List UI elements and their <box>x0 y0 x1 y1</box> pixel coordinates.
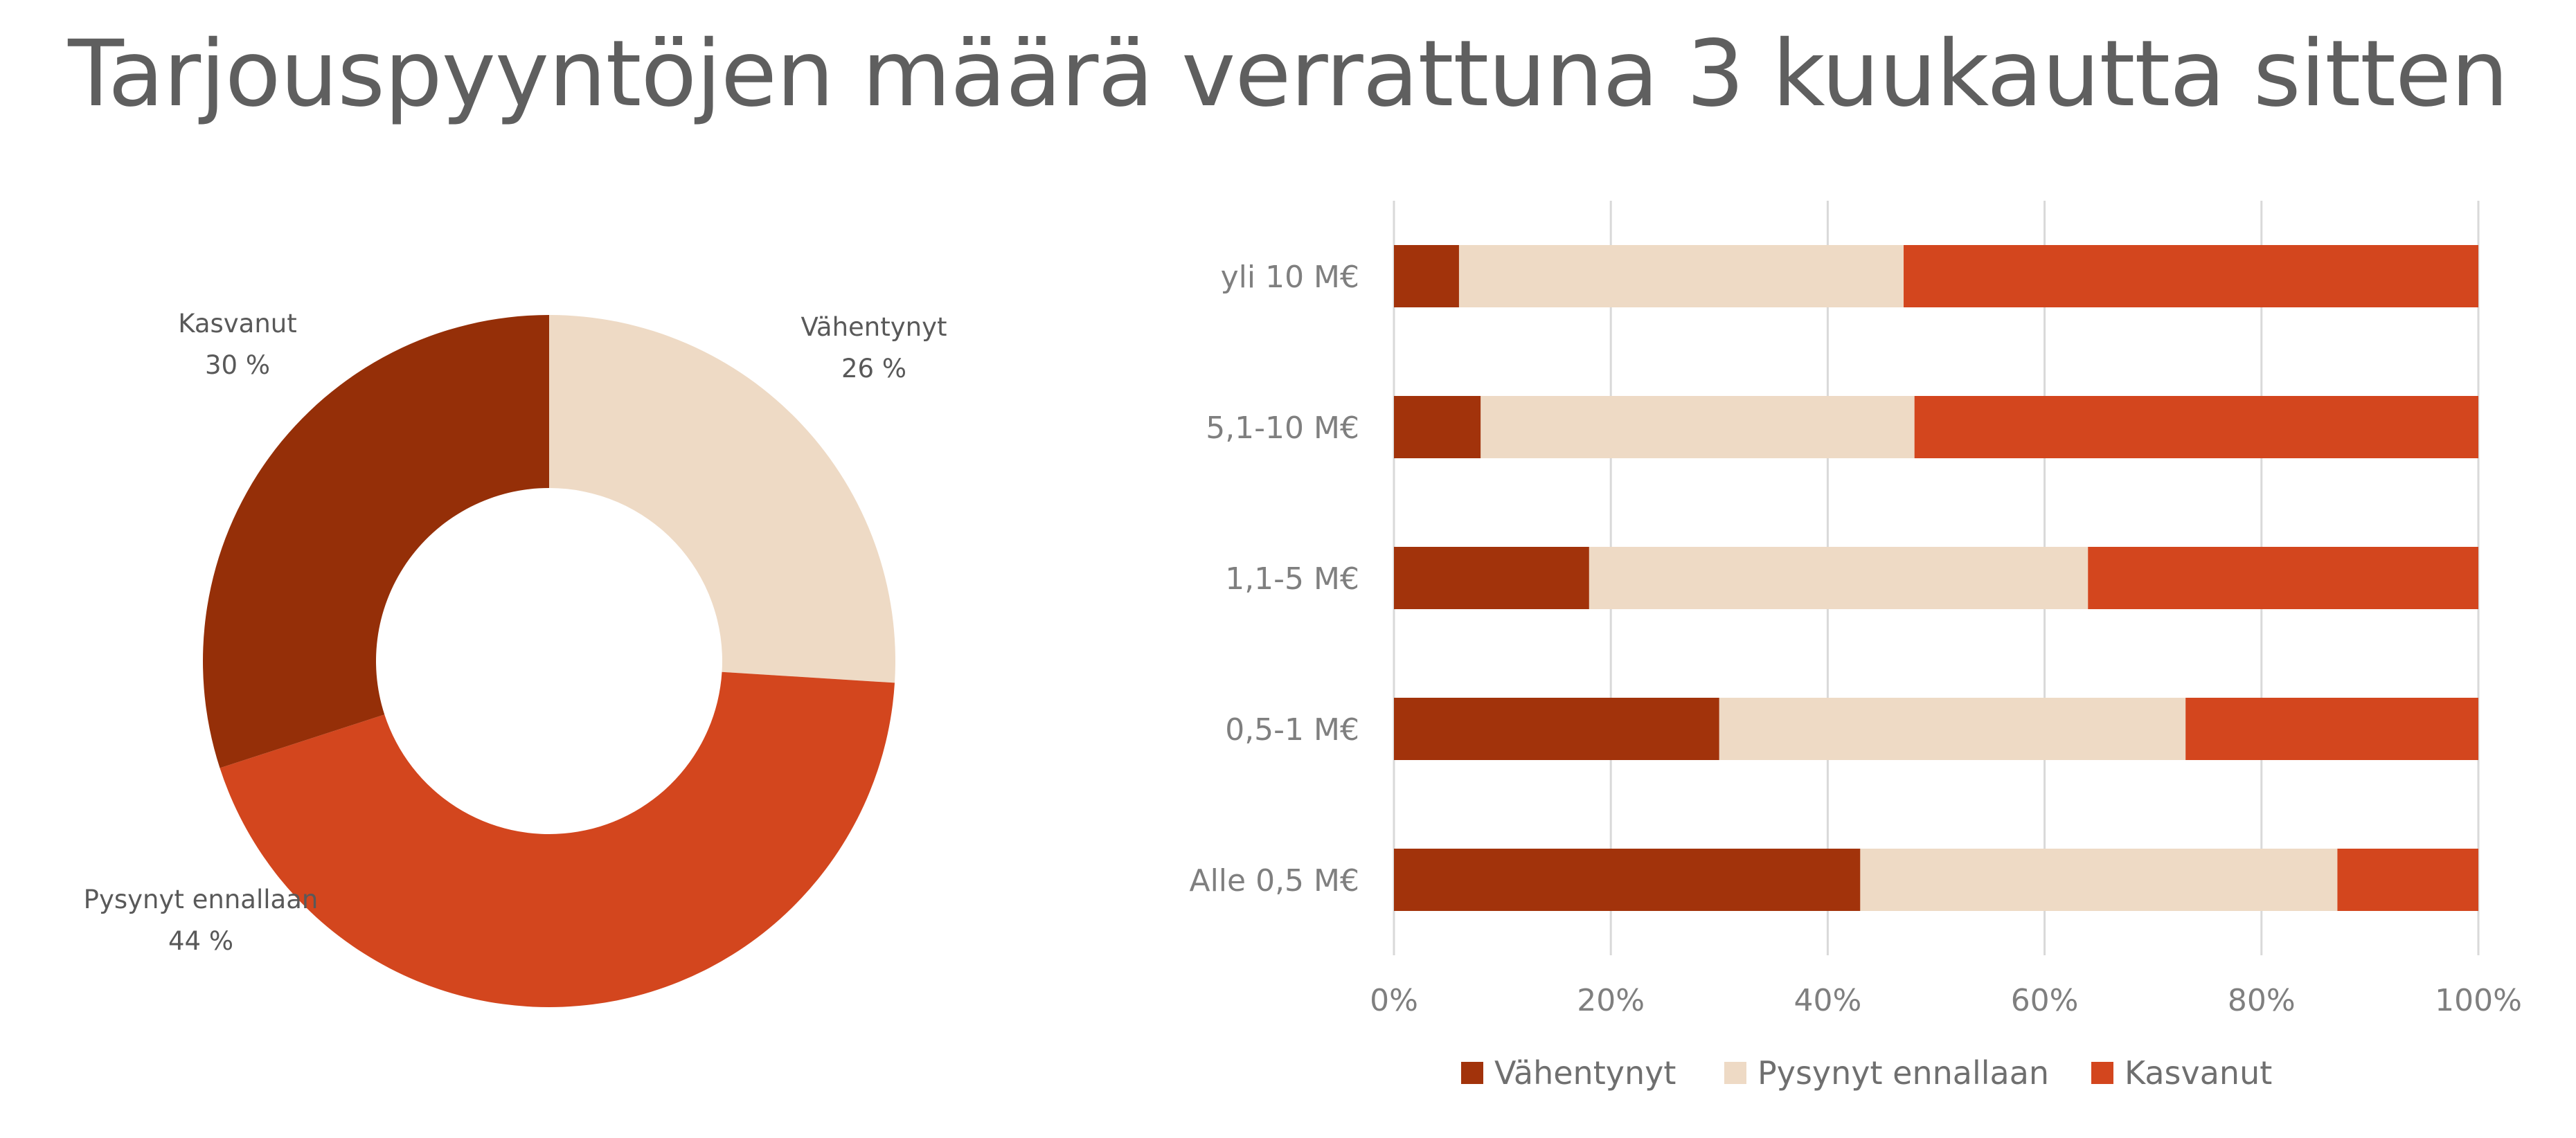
bar-pysynyt-ennallaan-yli-10-m <box>1458 245 1904 307</box>
bar-vahentynyt-0-5-1-m <box>1394 698 1719 760</box>
x-tick-label: 0% <box>1370 983 1418 1018</box>
donut-slice-kasvanut <box>202 315 549 768</box>
y-tick-label: 5,1-10 M€ <box>1206 410 1359 446</box>
x-tick-label: 100% <box>2435 983 2522 1018</box>
donut-label-vahentynyt: Vähentynyt <box>800 312 947 342</box>
bar-vahentynyt-1-1-5-m <box>1394 547 1589 609</box>
x-tick-label: 20% <box>1577 983 1645 1018</box>
donut-label-pysynyt-ennallaan: Pysynyt ennallaan <box>84 885 319 914</box>
bar-pysynyt-ennallaan-alle-0-5-m <box>1860 849 2338 911</box>
bar-vahentynyt-alle-0-5-m <box>1394 849 1861 911</box>
donut-slice-pysynyt-ennallaan <box>220 671 895 1008</box>
y-tick-label: yli 10 M€ <box>1221 260 1359 295</box>
legend-swatch-pysynyt-ennallaan <box>1724 1062 1746 1084</box>
chart-title: Tarjouspyyntöjen määrä verrattuna 3 kuuk… <box>68 21 2509 127</box>
bar-pysynyt-ennallaan-1-1-5-m <box>1589 547 2088 609</box>
y-tick-label: Alle 0,5 M€ <box>1189 863 1359 898</box>
bar-pysynyt-ennallaan-5-1-10-m <box>1481 396 1915 458</box>
bar-kasvanut-yli-10-m <box>1904 245 2478 307</box>
donut-value-vahentynyt: 26 % <box>841 354 906 383</box>
legend-swatch-vahentynyt <box>1461 1062 1483 1084</box>
donut-slice-vahentynyt <box>549 315 895 683</box>
legend-swatch-kasvanut <box>2091 1062 2113 1084</box>
donut-chart: Vähentynyt 26 % Pysynyt ennallaan 44 % Kasva… <box>84 309 947 1008</box>
bar-kasvanut-alle-0-5-m <box>2337 849 2478 911</box>
donut-label-kasvanut: Kasvanut <box>178 309 297 338</box>
bar-vahentynyt-5-1-10-m <box>1394 396 1481 458</box>
legend-label-kasvanut: Kasvanut <box>2125 1054 2272 1092</box>
bar-pysynyt-ennallaan-0-5-1-m <box>1719 698 2186 760</box>
donut-value-kasvanut: 30 % <box>205 350 270 380</box>
legend-label-vahentynyt: Vähentynyt <box>1494 1054 1676 1092</box>
x-tick-label: 60% <box>2011 983 2079 1018</box>
y-tick-label: 0,5-1 M€ <box>1225 712 1359 748</box>
bar-kasvanut-5-1-10-m <box>1914 396 2478 458</box>
bar-kasvanut-1-1-5-m <box>2088 547 2478 609</box>
y-tick-label: 1,1-5 M€ <box>1225 561 1359 597</box>
bar-kasvanut-0-5-1-m <box>2185 698 2478 760</box>
donut-value-pysynyt-ennallaan: 44 % <box>168 926 233 956</box>
bar-vahentynyt-yli-10-m <box>1394 245 1459 307</box>
x-tick-label: 40% <box>1794 983 1862 1018</box>
x-tick-label: 80% <box>2228 983 2296 1018</box>
legend-label-pysynyt-ennallaan: Pysynyt ennallaan <box>1757 1054 2049 1092</box>
